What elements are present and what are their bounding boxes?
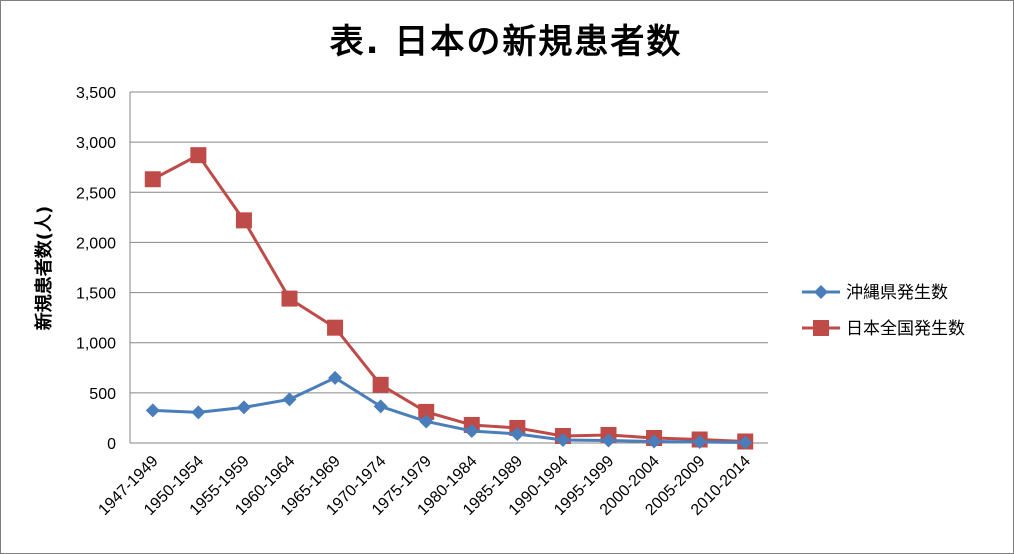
data-point bbox=[191, 405, 206, 420]
legend-label: 日本全国発生数 bbox=[846, 319, 965, 339]
data-point bbox=[372, 376, 389, 393]
y-tick-label: 3,500 bbox=[76, 85, 116, 102]
y-axis-label: 新規患者数(人) bbox=[33, 206, 55, 330]
data-point bbox=[738, 435, 753, 450]
data-point bbox=[145, 403, 160, 418]
data-point bbox=[235, 212, 252, 229]
series-line bbox=[152, 376, 746, 444]
gridlines bbox=[129, 91, 768, 444]
data-point bbox=[328, 370, 343, 385]
data-point bbox=[281, 290, 298, 307]
legend-entry: 日本全国発生数 bbox=[802, 319, 965, 339]
data-point bbox=[555, 432, 570, 447]
data-point bbox=[373, 399, 388, 414]
y-tick-label: 500 bbox=[89, 386, 116, 403]
legend-entry: 沖縄県発生数 bbox=[802, 283, 948, 303]
series-line bbox=[152, 153, 746, 443]
series-diamond bbox=[145, 370, 753, 450]
y-tick-label: 0 bbox=[107, 436, 116, 453]
data-point bbox=[464, 423, 479, 438]
data-point bbox=[813, 320, 829, 336]
chart-title: 表. 日本の新規患者数 bbox=[329, 22, 683, 62]
data-point bbox=[601, 433, 616, 448]
data-point bbox=[144, 171, 161, 188]
y-tick-label: 3,000 bbox=[76, 135, 116, 152]
x-axis-ticks: 1947-19491950-19541955-19591960-19641965… bbox=[95, 453, 754, 519]
data-point bbox=[282, 392, 297, 407]
data-point bbox=[190, 147, 207, 164]
data-point bbox=[418, 403, 435, 420]
data-point bbox=[647, 434, 662, 449]
data-point bbox=[419, 414, 434, 429]
y-axis-ticks: 0 500 1,000 1,500 2,000 2,500 3,000 3,500 bbox=[76, 85, 116, 453]
y-tick-label: 1,000 bbox=[76, 336, 116, 353]
y-tick-label: 2,000 bbox=[76, 235, 116, 252]
data-point bbox=[236, 400, 251, 415]
legend-label: 沖縄県発生数 bbox=[846, 283, 948, 303]
data-point bbox=[692, 434, 707, 449]
series-layer bbox=[144, 147, 754, 450]
y-tick-label: 2,500 bbox=[76, 185, 116, 202]
data-point bbox=[814, 285, 828, 299]
data-point bbox=[510, 426, 525, 441]
y-tick-label: 1,500 bbox=[76, 286, 116, 303]
data-point bbox=[327, 319, 344, 336]
